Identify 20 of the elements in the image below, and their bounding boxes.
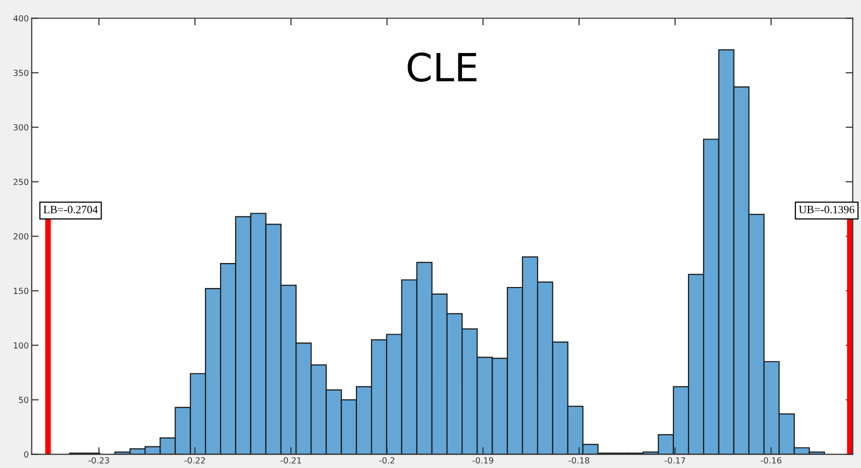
x-tick-label: -0.19 — [472, 457, 494, 464]
annotation: UB=-0.1396 — [798, 206, 854, 214]
y-tick-label: 150 — [14, 288, 28, 294]
y-tick-label: 400 — [13, 15, 28, 22]
y-tick-label: 300 — [14, 124, 28, 131]
y-tick-label: 0 — [24, 451, 28, 458]
text: CLE — [408, 52, 476, 82]
y-tick-label: 100 — [14, 342, 28, 349]
x-tick-label: -0.22 — [184, 457, 205, 464]
x-tick-label: -0.2 — [379, 457, 394, 464]
y-tick-label: 50 — [18, 396, 28, 404]
x-tick-label: -0.17 — [664, 457, 686, 464]
x-tick-label: -0.16 — [760, 457, 782, 464]
x-tick-label: -0.21 — [280, 457, 301, 464]
x-tick-label: -0.23 — [88, 457, 110, 464]
x-tick-label: -0.18 — [568, 457, 590, 464]
y-tick-label: 200 — [14, 233, 28, 240]
y-tick-label: 250 — [14, 178, 28, 186]
annotation: LB=-0.2704 — [44, 206, 98, 214]
y-tick-label: 350 — [14, 70, 28, 76]
